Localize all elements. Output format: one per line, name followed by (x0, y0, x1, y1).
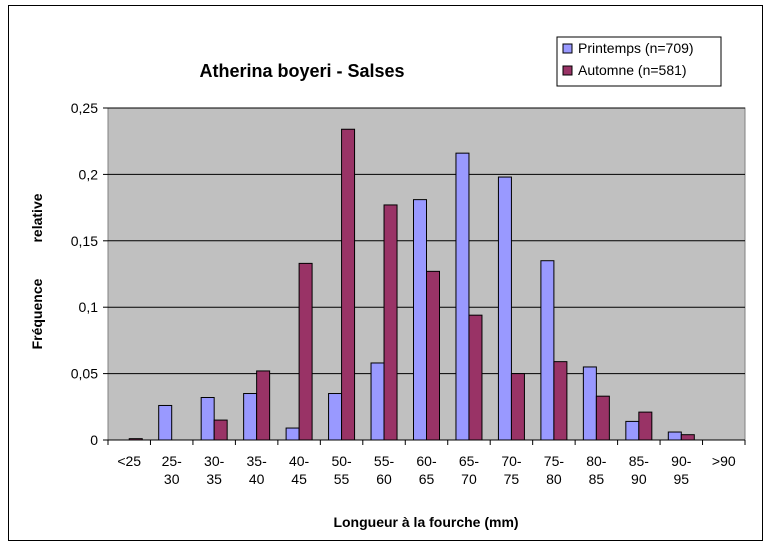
bar-printemps (455, 152, 470, 441)
y-axis-title-part2: relative (29, 193, 45, 242)
x-tick-label: 65 (419, 471, 435, 487)
x-tick-label: 50- (331, 453, 352, 469)
bar-automne (213, 419, 228, 441)
bar-automne (298, 262, 313, 441)
bar-printemps (497, 176, 512, 441)
bar-printemps (667, 431, 682, 441)
legend (556, 36, 722, 87)
bar-printemps (582, 366, 597, 441)
y-tick-label: 0,25 (71, 100, 98, 116)
x-tick-label: 45 (291, 471, 307, 487)
y-axis-title-part1: Fréquence (29, 278, 45, 349)
x-tick-label: 90 (631, 471, 647, 487)
bar-automne (256, 370, 271, 441)
legend-label: Automne (n=581) (578, 62, 687, 78)
x-tick-label: 40 (249, 471, 265, 487)
y-tick-label: 0,15 (71, 233, 98, 249)
bar-printemps (200, 397, 215, 441)
y-tick-label: 0,05 (71, 366, 98, 382)
bar-automne (468, 314, 483, 441)
x-tick-label: >90 (712, 453, 736, 469)
x-tick-label: <25 (117, 453, 141, 469)
x-tick-label: 80 (546, 471, 562, 487)
chart-title: Atherina boyeri - Salses (199, 61, 404, 81)
bar-automne (128, 438, 143, 441)
x-tick-label: 30- (204, 453, 225, 469)
bar-printemps (243, 393, 258, 441)
x-tick-label: 95 (674, 471, 690, 487)
x-tick-label: 35- (247, 453, 268, 469)
x-tick-label: 65- (459, 453, 480, 469)
bar-automne (638, 411, 653, 441)
x-tick-label: 85- (629, 453, 650, 469)
bar-automne (680, 434, 695, 441)
x-tick-label: 55 (334, 471, 350, 487)
x-tick-label: 75- (544, 453, 565, 469)
x-tick-label: 40- (289, 453, 310, 469)
y-tick-label: 0,1 (79, 299, 99, 315)
bar-printemps (625, 420, 640, 441)
bar-printemps (370, 362, 385, 441)
bar-automne (341, 128, 356, 441)
bar-printemps (413, 199, 427, 441)
x-tick-label: 80- (586, 453, 607, 469)
legend-label: Printemps (n=709) (578, 40, 694, 56)
legend-swatch (562, 43, 573, 54)
x-tick-label: 35 (206, 471, 222, 487)
x-tick-label: 60- (416, 453, 437, 469)
x-tick-label: 70 (461, 471, 477, 487)
x-tick-label: 85 (589, 471, 605, 487)
y-tick-label: 0,2 (79, 166, 99, 182)
bar-printemps (285, 427, 300, 441)
x-tick-label: 75 (504, 471, 520, 487)
x-tick-label: 25- (162, 453, 183, 469)
bar-printemps (328, 393, 343, 441)
bar-automne (383, 204, 398, 441)
x-tick-label: 30 (164, 471, 180, 487)
x-tick-label: 55- (374, 453, 395, 469)
bar-automne (510, 373, 525, 441)
x-tick-label: 60 (376, 471, 392, 487)
x-tick-label: 90- (671, 453, 692, 469)
bar-automne (426, 270, 440, 441)
x-axis-title: Longueur à la fourche (mm) (333, 514, 518, 530)
bar-printemps (158, 404, 173, 441)
legend-swatch (562, 65, 573, 76)
bar-automne (553, 361, 568, 441)
bar-printemps (540, 260, 555, 441)
x-tick-label: 70- (501, 453, 522, 469)
bar-automne (595, 395, 610, 441)
y-tick-label: 0 (90, 432, 98, 448)
